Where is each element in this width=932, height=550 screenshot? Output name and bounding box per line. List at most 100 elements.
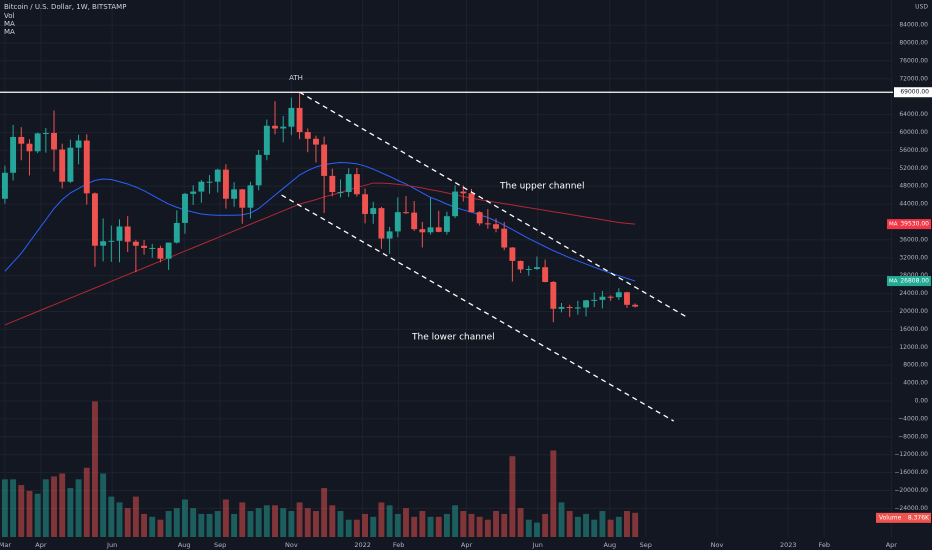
channel-label: The lower channel <box>411 333 495 343</box>
candle-body <box>501 228 508 248</box>
volume-bar <box>476 516 483 537</box>
volume-tag-name: Volume <box>879 514 902 521</box>
volume-bar <box>1 479 8 537</box>
x-tick-label: Jun <box>532 541 543 549</box>
volume-bar <box>583 513 590 537</box>
ath-label: ATH <box>289 74 303 82</box>
candle-body <box>165 242 172 259</box>
x-tick-label: Apr <box>461 541 473 549</box>
candle-body <box>443 216 450 232</box>
volume-tag <box>876 512 931 523</box>
price-tag <box>894 87 932 98</box>
volume-bar <box>615 516 622 537</box>
volume-bar <box>59 473 66 537</box>
volume-bar <box>632 512 639 537</box>
candle-body <box>583 300 590 308</box>
chart-title: Bitcoin / U.S. Dollar, 1W, BITSTAMP <box>4 3 126 11</box>
candle-body <box>42 132 49 134</box>
candle-body <box>272 125 278 129</box>
candle-body <box>239 189 246 208</box>
ma-tag <box>887 276 931 287</box>
candle-body <box>149 247 156 249</box>
volume-bar <box>83 467 90 537</box>
volume-bar <box>607 519 614 537</box>
candle-body <box>394 212 401 232</box>
y-tick-label: 20000.00 <box>899 308 928 315</box>
candle-body <box>452 191 459 217</box>
volume-bar <box>304 508 311 537</box>
x-tick-label: Sep <box>214 541 226 549</box>
candle-body <box>345 174 352 193</box>
volume-bar <box>370 516 377 537</box>
volume-bar <box>108 496 115 537</box>
candle-body <box>92 193 98 246</box>
candle-body <box>427 227 434 233</box>
volume-bar <box>239 502 246 537</box>
y-tick-label: 60000.00 <box>899 129 928 136</box>
candle-body <box>460 191 467 194</box>
volume-bar <box>378 502 385 537</box>
candle-body <box>26 143 33 152</box>
candle-body <box>34 133 41 152</box>
volume-bar <box>329 505 336 537</box>
candle-body <box>280 126 287 129</box>
y-tick-label: 24000.00 <box>899 290 928 297</box>
candle-body <box>75 140 82 148</box>
volume-bar <box>411 516 418 537</box>
candle-body <box>100 241 107 246</box>
candle-body <box>591 299 598 301</box>
x-tick-label: Nov <box>285 541 298 549</box>
candle-body <box>10 136 17 173</box>
volume-bar <box>362 513 369 537</box>
volume-bar <box>443 513 450 537</box>
y-tick-label: 80000.00 <box>899 40 928 47</box>
candle-body <box>632 304 639 307</box>
volume-bar <box>100 473 107 537</box>
candle-body <box>198 181 205 192</box>
candle-body <box>190 191 197 194</box>
candle-body <box>411 212 418 230</box>
volume-tag-value: 8.376K <box>908 514 930 521</box>
candle-body <box>468 193 475 213</box>
volume-bar <box>34 493 41 537</box>
volume-bar <box>435 516 442 537</box>
candle-body <box>378 208 385 239</box>
candle-body <box>231 189 238 199</box>
candle-body <box>108 240 115 242</box>
candle-body <box>370 208 377 214</box>
y-tick-label: −24000.00 <box>894 505 928 512</box>
candle-body <box>51 132 57 150</box>
x-tick-label: Sep <box>640 541 652 549</box>
volume-bar <box>198 513 205 537</box>
candle-body <box>132 241 139 246</box>
volume-bar <box>501 513 508 537</box>
channel-line <box>281 194 674 422</box>
legend-vol: Vol <box>4 12 15 20</box>
volume-bar <box>255 508 262 537</box>
candle-body <box>296 107 303 133</box>
candle-body <box>386 231 393 239</box>
y-tick-label: 32000.00 <box>899 254 928 261</box>
volume-bar <box>272 505 278 537</box>
y-tick-label: 72000.00 <box>899 75 928 82</box>
candle-body <box>525 268 532 270</box>
y-tick-label: −4000.00 <box>898 415 928 422</box>
volume-bar <box>222 499 229 537</box>
candle-body <box>222 169 229 199</box>
candle-body <box>263 125 270 155</box>
y-tick-label: 4000.00 <box>903 380 928 387</box>
x-tick-label: Aug <box>603 541 616 549</box>
candle-body <box>18 136 25 144</box>
ma-tag-name: MA <box>889 279 898 285</box>
candle-body <box>313 138 319 145</box>
volume-bar <box>42 479 49 537</box>
candle-body <box>419 229 426 233</box>
candle-body <box>533 267 540 269</box>
candle-body <box>624 292 630 305</box>
y-tick-label: 36000.00 <box>899 236 928 243</box>
channel-line <box>299 91 689 319</box>
candle-body <box>607 296 614 298</box>
candle-body <box>182 193 188 223</box>
ma-line <box>4 161 636 282</box>
